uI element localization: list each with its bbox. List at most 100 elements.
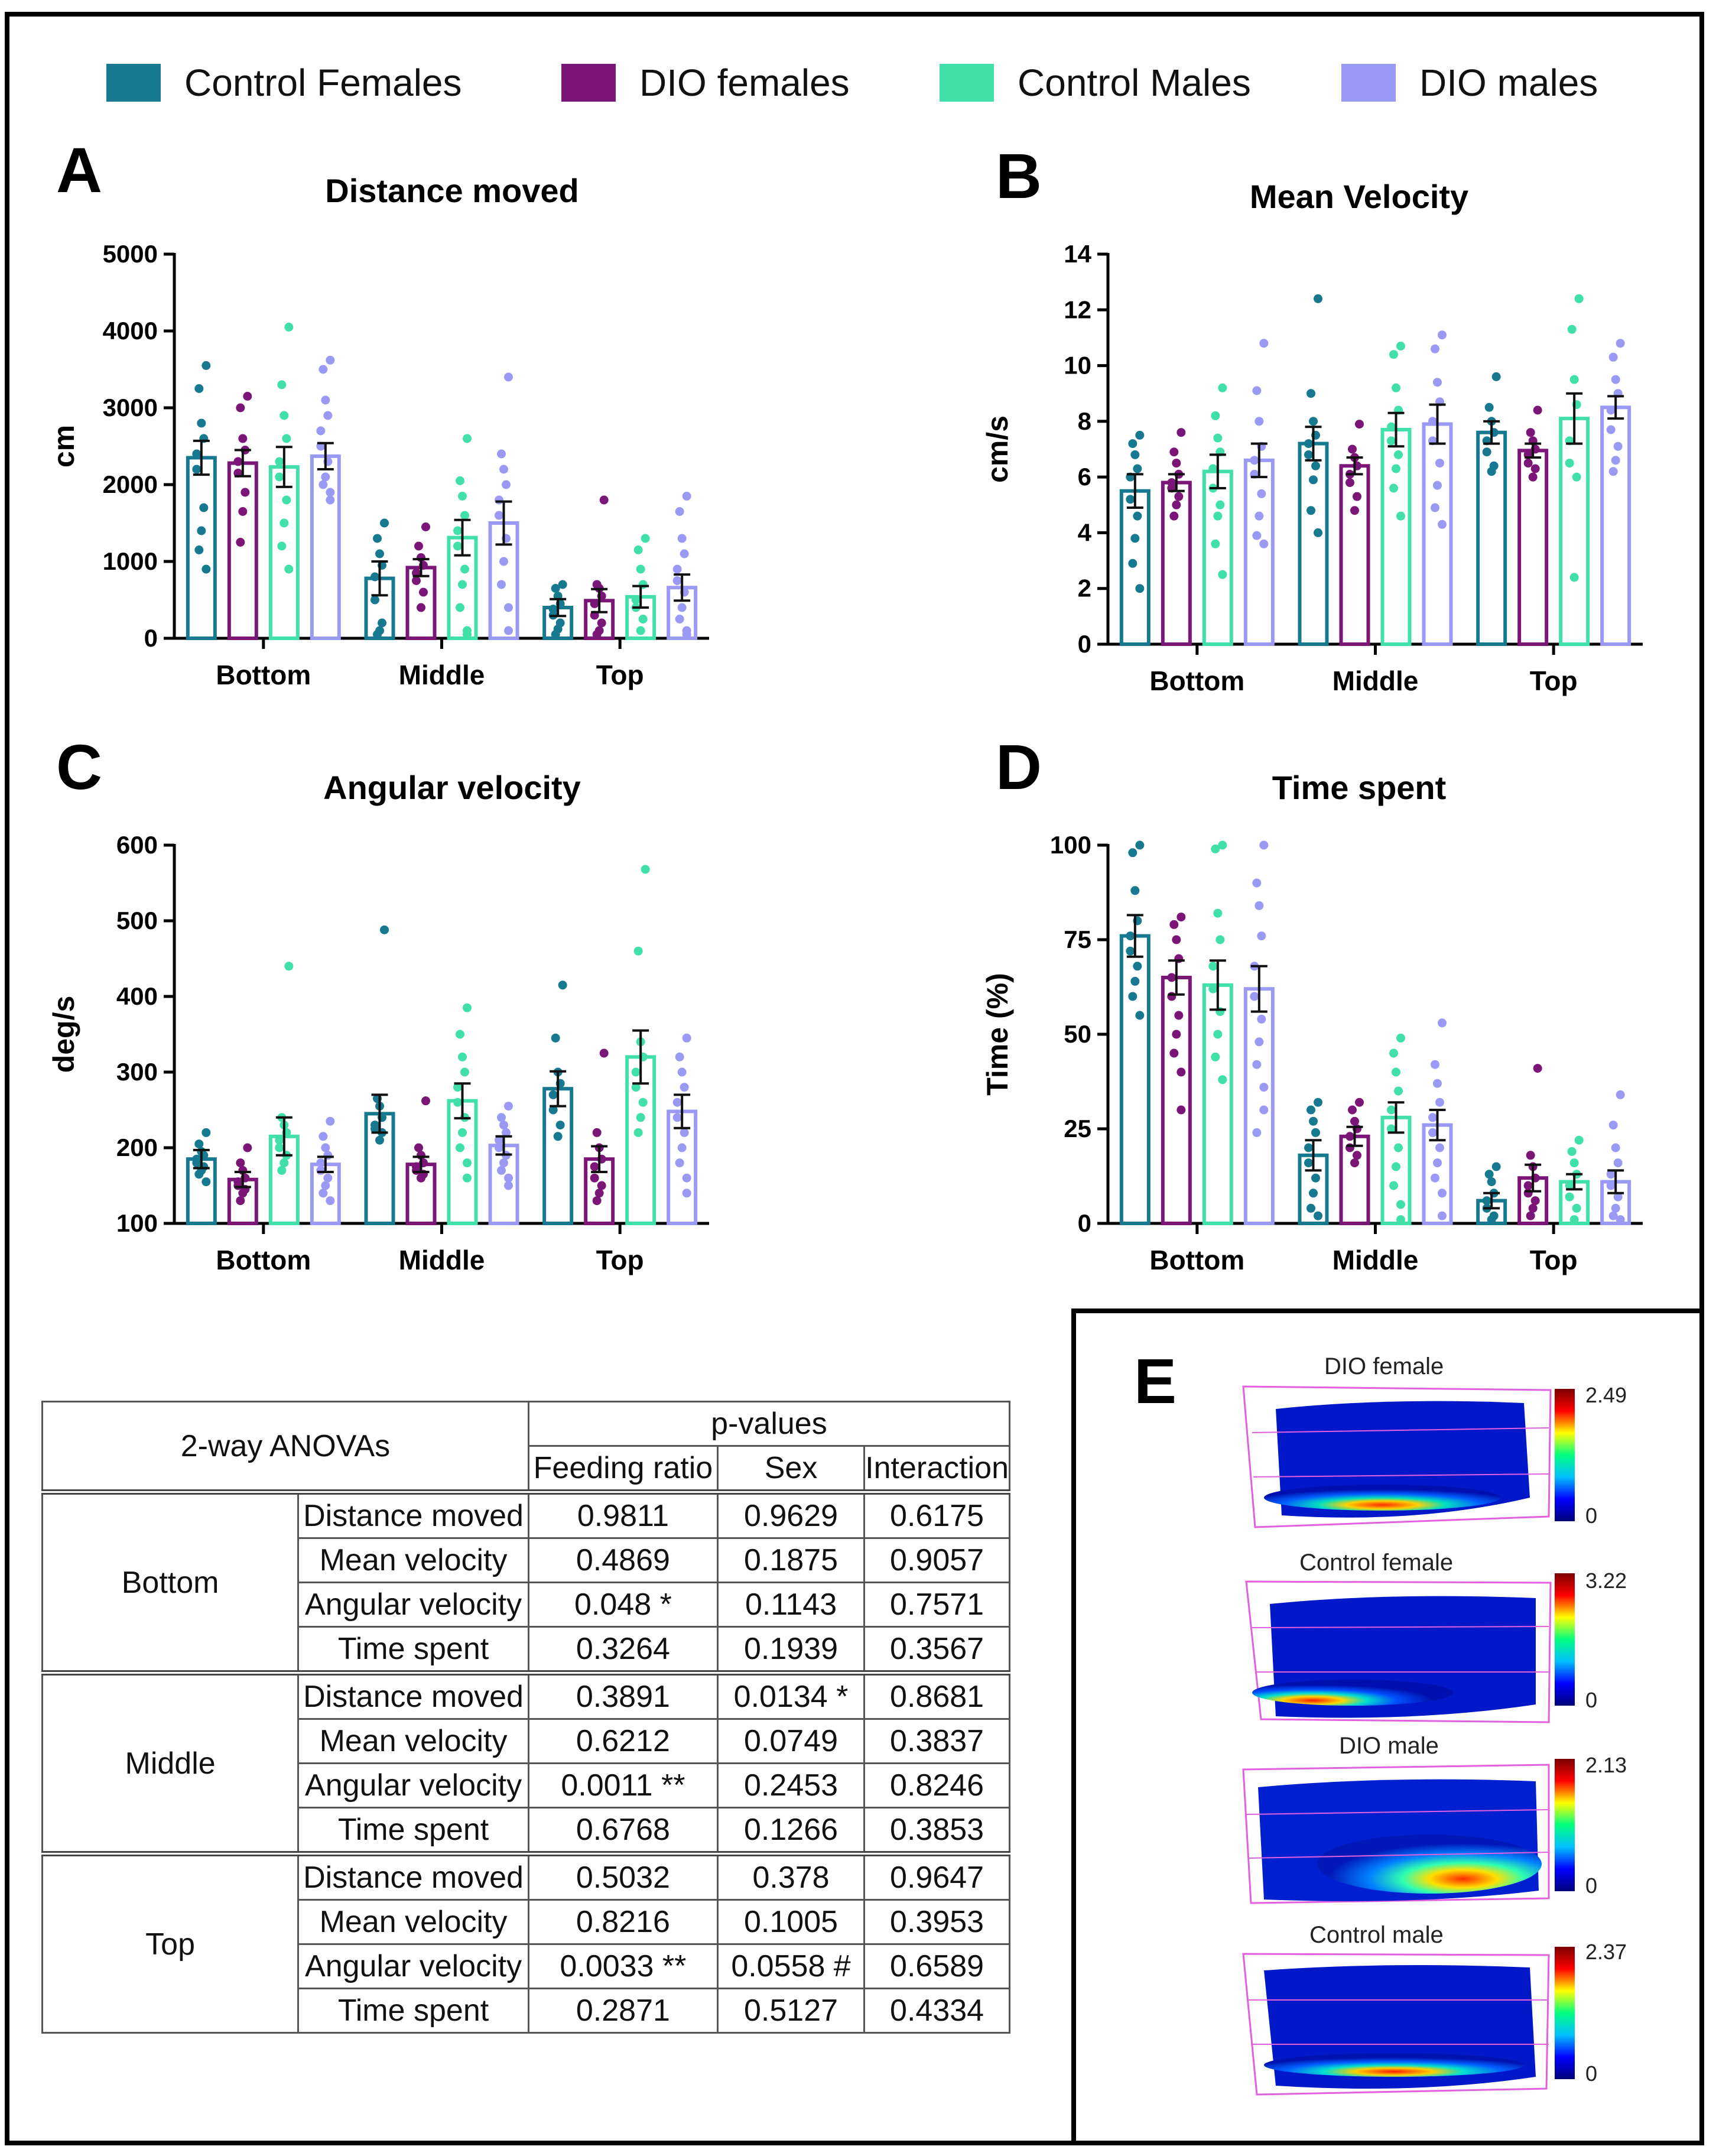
- data-point: [1133, 464, 1142, 473]
- data-point: [1392, 383, 1400, 392]
- data-point: [495, 495, 503, 505]
- table-cell: 0.9647: [863, 1851, 1010, 1901]
- data-point: [456, 1030, 464, 1039]
- data-point: [633, 546, 643, 554]
- data-point: [460, 564, 469, 574]
- y-tick-label: 4: [1078, 518, 1092, 546]
- table-row: Angular velocity 0.048 * 0.1143 0.7571: [43, 1582, 1010, 1628]
- data-point: [1613, 1192, 1623, 1202]
- data-point: [1616, 1090, 1625, 1099]
- data-point: [275, 1143, 284, 1152]
- data-point: [502, 1128, 511, 1137]
- table-row: Mean velocity 0.6212 0.0749 0.3837: [43, 1718, 1010, 1764]
- data-point: [1484, 402, 1494, 412]
- x-tick-label: Bottom: [216, 1245, 311, 1275]
- data-point: [599, 1048, 609, 1058]
- data-point: [1218, 1075, 1227, 1085]
- y-tick-label: 300: [116, 1058, 158, 1086]
- data-point: [236, 1158, 245, 1168]
- data-point: [1346, 1143, 1354, 1152]
- table-cell: 0.7571: [863, 1582, 1010, 1628]
- data-point: [1167, 992, 1176, 1001]
- data-point: [495, 1135, 503, 1145]
- data-point: [380, 925, 389, 934]
- data-point: [1254, 901, 1264, 910]
- panel-letter-e: E: [1134, 1345, 1177, 1417]
- table-cell: 0.048 *: [527, 1582, 719, 1628]
- table-col-feeding-ratio: Feeding ratio: [527, 1445, 719, 1493]
- data-point: [1616, 1215, 1625, 1225]
- data-point: [1304, 1158, 1313, 1168]
- data-point: [1250, 992, 1259, 1001]
- data-point: [675, 1158, 684, 1168]
- data-point: [1135, 840, 1145, 850]
- data-point: [194, 384, 204, 393]
- table-row: Mean velocity 0.8216 0.1005 0.3953: [43, 1899, 1010, 1945]
- data-point: [326, 1196, 335, 1206]
- data-point: [597, 1181, 606, 1190]
- data-point: [1431, 1060, 1439, 1069]
- data-point: [1569, 573, 1579, 582]
- data-point: [1306, 1203, 1315, 1213]
- data-point: [1608, 1211, 1618, 1220]
- data-point: [1252, 1060, 1262, 1069]
- colorbar-max: 2.13: [1585, 1753, 1627, 1777]
- data-point: [280, 1158, 289, 1168]
- data-point: [1259, 339, 1269, 348]
- data-point: [1428, 417, 1437, 426]
- data-point: [456, 603, 464, 612]
- legend-label-dio-males: DIO males: [1419, 61, 1598, 104]
- data-point: [1394, 1086, 1403, 1096]
- table-cell: 0.2871: [527, 1988, 719, 2034]
- data-point: [1530, 1196, 1540, 1206]
- data-point: [1387, 1105, 1396, 1115]
- heatmap-title: Control male: [1309, 1922, 1444, 1948]
- data-point: [1169, 920, 1179, 929]
- table-group-bottom: Bottom: [41, 1489, 300, 1674]
- data-point: [318, 480, 328, 489]
- colorbar: [1555, 1573, 1575, 1706]
- table-cell: 0.6768: [527, 1807, 719, 1855]
- data-point: [1572, 1203, 1581, 1213]
- heatmap-control-male: [1242, 1953, 1550, 2096]
- data-point: [1431, 503, 1439, 512]
- data-point: [548, 605, 558, 614]
- data-point: [1169, 1048, 1179, 1058]
- data-point: [1135, 430, 1145, 440]
- table-cell: 0.1875: [716, 1537, 866, 1583]
- data-point: [1572, 472, 1581, 482]
- colorbar-max: 2.49: [1585, 1383, 1627, 1407]
- data-point: [631, 1067, 641, 1077]
- y-tick-label: 100: [116, 1209, 158, 1237]
- y-tick-label: 5000: [103, 240, 158, 268]
- data-point: [375, 549, 384, 559]
- bar: [1339, 1134, 1370, 1225]
- data-point: [495, 1143, 503, 1152]
- data-point: [236, 1196, 245, 1206]
- y-tick-label: 0: [1078, 1209, 1091, 1237]
- data-point: [1435, 459, 1444, 468]
- data-point: [1254, 1037, 1264, 1047]
- data-point: [1353, 1151, 1361, 1160]
- figure-frame: [5, 12, 1704, 2145]
- bar: [542, 1087, 574, 1225]
- data-point: [675, 1052, 684, 1061]
- y-tick-label: 12: [1064, 296, 1091, 323]
- data-point: [421, 1096, 430, 1106]
- data-point: [1309, 417, 1318, 426]
- data-point: [284, 323, 294, 332]
- data-point: [453, 1083, 462, 1092]
- data-point: [326, 488, 335, 497]
- y-tick-label: 8: [1078, 407, 1091, 435]
- bar: [405, 566, 437, 641]
- y-tick-label: 400: [116, 982, 158, 1010]
- table-cell: 0.9811: [527, 1489, 719, 1539]
- data-point: [192, 465, 202, 474]
- data-point: [238, 1189, 248, 1198]
- data-point: [202, 564, 211, 574]
- data-point: [1208, 984, 1218, 993]
- data-point: [1389, 483, 1398, 493]
- table-measure: Mean velocity: [297, 1899, 529, 1945]
- table-measure: Angular velocity: [297, 1762, 529, 1808]
- table-cell: 0.0134 *: [716, 1670, 866, 1720]
